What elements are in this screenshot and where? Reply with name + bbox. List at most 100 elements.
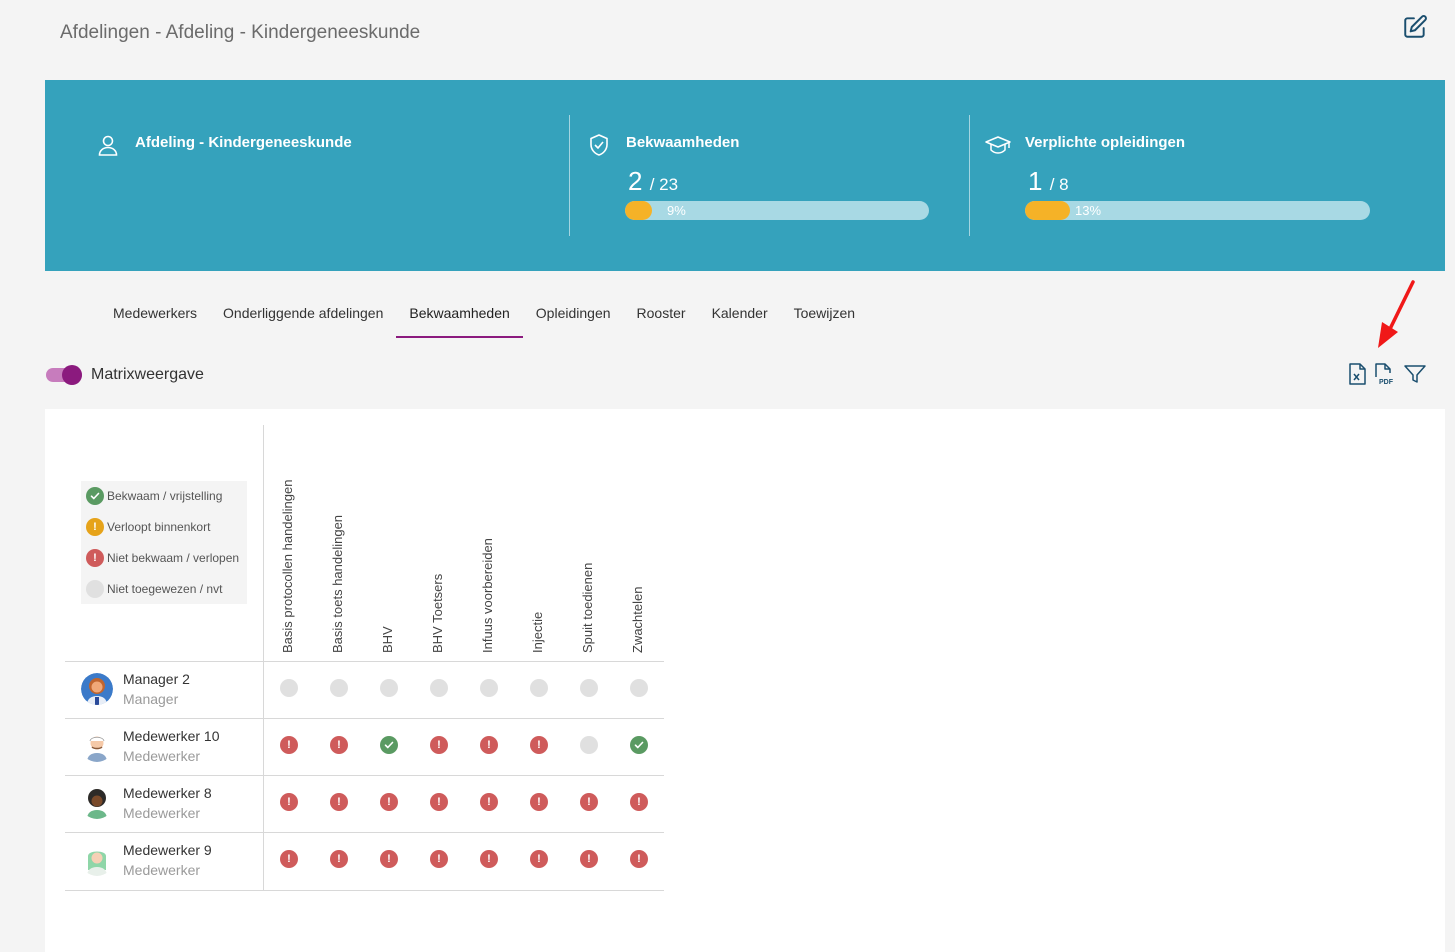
status-cell-grey[interactable] — [380, 679, 398, 697]
column-header: Basis protocollen handelingen — [280, 479, 295, 653]
shield-check-icon — [590, 134, 608, 156]
exclamation-icon: ! — [487, 852, 491, 865]
red-arrow-icon — [1378, 280, 1415, 348]
banner-divider — [969, 115, 970, 236]
employee-name[interactable]: Medewerker 10 — [123, 728, 220, 744]
status-cell-grey[interactable] — [330, 679, 348, 697]
avatar — [81, 844, 113, 876]
matrix-row-divider — [65, 661, 664, 662]
status-cell-green[interactable] — [630, 736, 648, 754]
status-cell-red[interactable]: ! — [380, 850, 398, 868]
column-header: BHV — [380, 626, 395, 653]
avatar — [81, 787, 113, 819]
status-cell-red[interactable]: ! — [280, 793, 298, 811]
status-cell-grey[interactable] — [580, 679, 598, 697]
employee-name[interactable]: Manager 2 — [123, 671, 190, 687]
exclamation-icon: ! — [287, 738, 291, 751]
matrix-row-divider — [65, 832, 664, 833]
status-cell-red[interactable]: ! — [480, 736, 498, 754]
status-cell-red[interactable]: ! — [430, 793, 448, 811]
tab-opleidingen[interactable]: Opleidingen — [535, 305, 611, 321]
status-cell-grey[interactable] — [580, 736, 598, 754]
exclamation-icon: ! — [537, 852, 541, 865]
exclamation-icon: ! — [487, 795, 491, 808]
legend-orange-dot: ! — [86, 518, 104, 536]
matrix-view-toggle[interactable] — [46, 365, 82, 385]
trainings-progress-fill — [1025, 201, 1070, 220]
employee-name[interactable]: Medewerker 9 — [123, 842, 212, 858]
status-cell-grey[interactable] — [530, 679, 548, 697]
competencies-title: Bekwaamheden — [626, 134, 740, 151]
exclamation-icon: ! — [287, 795, 291, 808]
tab-bar: Medewerkers Onderliggende afdelingen Bekwa… — [100, 292, 868, 340]
matrix-view-label: Matrixweergave — [91, 366, 204, 383]
exclamation-icon: ! — [637, 795, 641, 808]
exclamation-icon: ! — [287, 852, 291, 865]
status-cell-red[interactable]: ! — [630, 850, 648, 868]
employee-role: Manager — [123, 691, 179, 707]
banner-divider — [569, 115, 570, 236]
department-section: Afdeling - Kindergeneeskunde — [45, 80, 570, 271]
status-cell-red[interactable]: ! — [330, 736, 348, 754]
employee-role: Medewerker — [123, 805, 201, 821]
status-cell-red[interactable]: ! — [330, 850, 348, 868]
status-cell-red[interactable]: ! — [380, 793, 398, 811]
employee-name[interactable]: Medewerker 8 — [123, 785, 212, 801]
pdf-export-icon[interactable]: PDF — [1372, 362, 1396, 386]
tab-rooster[interactable]: Rooster — [636, 305, 686, 321]
exclamation-icon: ! — [437, 852, 441, 865]
competencies-percent: 9% — [667, 203, 686, 218]
column-header: Infuus voorbereiden — [480, 538, 495, 653]
edit-icon[interactable] — [1402, 14, 1428, 40]
column-header: Basis toets handelingen — [330, 514, 345, 653]
avatar — [81, 730, 113, 762]
column-header: Spuit toedienen — [580, 562, 595, 653]
employee-role: Medewerker — [123, 748, 201, 764]
status-cell-grey[interactable] — [480, 679, 498, 697]
status-cell-red[interactable]: ! — [480, 793, 498, 811]
status-cell-red[interactable]: ! — [430, 850, 448, 868]
status-cell-red[interactable]: ! — [580, 850, 598, 868]
status-cell-red[interactable]: ! — [530, 736, 548, 754]
status-legend: Bekwaam / vrijstelling! Verloopt binnenko… — [81, 481, 247, 604]
exclamation-icon: ! — [337, 795, 341, 808]
exclamation-icon: ! — [337, 852, 341, 865]
legend-grey-dot — [86, 580, 104, 598]
status-cell-grey[interactable] — [630, 679, 648, 697]
toggle-knob — [62, 365, 82, 385]
status-cell-grey[interactable] — [430, 679, 448, 697]
column-header: BHV Toetsers — [430, 573, 445, 653]
tab-bekwaamheden[interactable]: Bekwaamheden — [396, 292, 524, 338]
matrix-row-divider — [65, 890, 664, 891]
tab-kalender[interactable]: Kalender — [711, 305, 768, 321]
trainings-percent: 13% — [1075, 203, 1102, 218]
competencies-section: Bekwaamheden 2 / 23 9% — [570, 80, 970, 271]
legend-item-green: Bekwaam / vrijstelling — [86, 486, 222, 506]
status-cell-red[interactable]: ! — [630, 793, 648, 811]
status-cell-red[interactable]: ! — [530, 793, 548, 811]
status-cell-red[interactable]: ! — [280, 850, 298, 868]
status-cell-red[interactable]: ! — [280, 736, 298, 754]
competencies-progress-bar: 9% — [625, 201, 929, 220]
status-cell-red[interactable]: ! — [480, 850, 498, 868]
filter-icon[interactable] — [1403, 362, 1427, 386]
exclamation-icon: ! — [537, 795, 541, 808]
status-cell-red[interactable]: ! — [530, 850, 548, 868]
exclamation-icon: ! — [437, 795, 441, 808]
trainings-section: Verplichte opleidingen 1 / 8 13% — [970, 80, 1445, 271]
tab-medewerkers[interactable]: Medewerkers — [113, 305, 198, 321]
legend-label: Verloopt binnenkort — [107, 520, 211, 534]
excel-export-icon[interactable] — [1345, 362, 1369, 386]
legend-item-red: ! Niet bekwaam / verlopen — [86, 548, 239, 568]
competencies-count: 2 / 23 — [628, 166, 679, 196]
exclamation-icon: ! — [437, 738, 441, 751]
employee-role: Medewerker — [123, 862, 201, 878]
matrix-column-divider — [263, 425, 264, 890]
status-cell-red[interactable]: ! — [430, 736, 448, 754]
status-cell-green[interactable] — [380, 736, 398, 754]
status-cell-red[interactable]: ! — [330, 793, 348, 811]
tab-onderliggende-afdelingen[interactable]: Onderliggende afdelingen — [223, 305, 384, 321]
status-cell-grey[interactable] — [280, 679, 298, 697]
status-cell-red[interactable]: ! — [580, 793, 598, 811]
tab-toewijzen[interactable]: Toewijzen — [793, 305, 856, 321]
